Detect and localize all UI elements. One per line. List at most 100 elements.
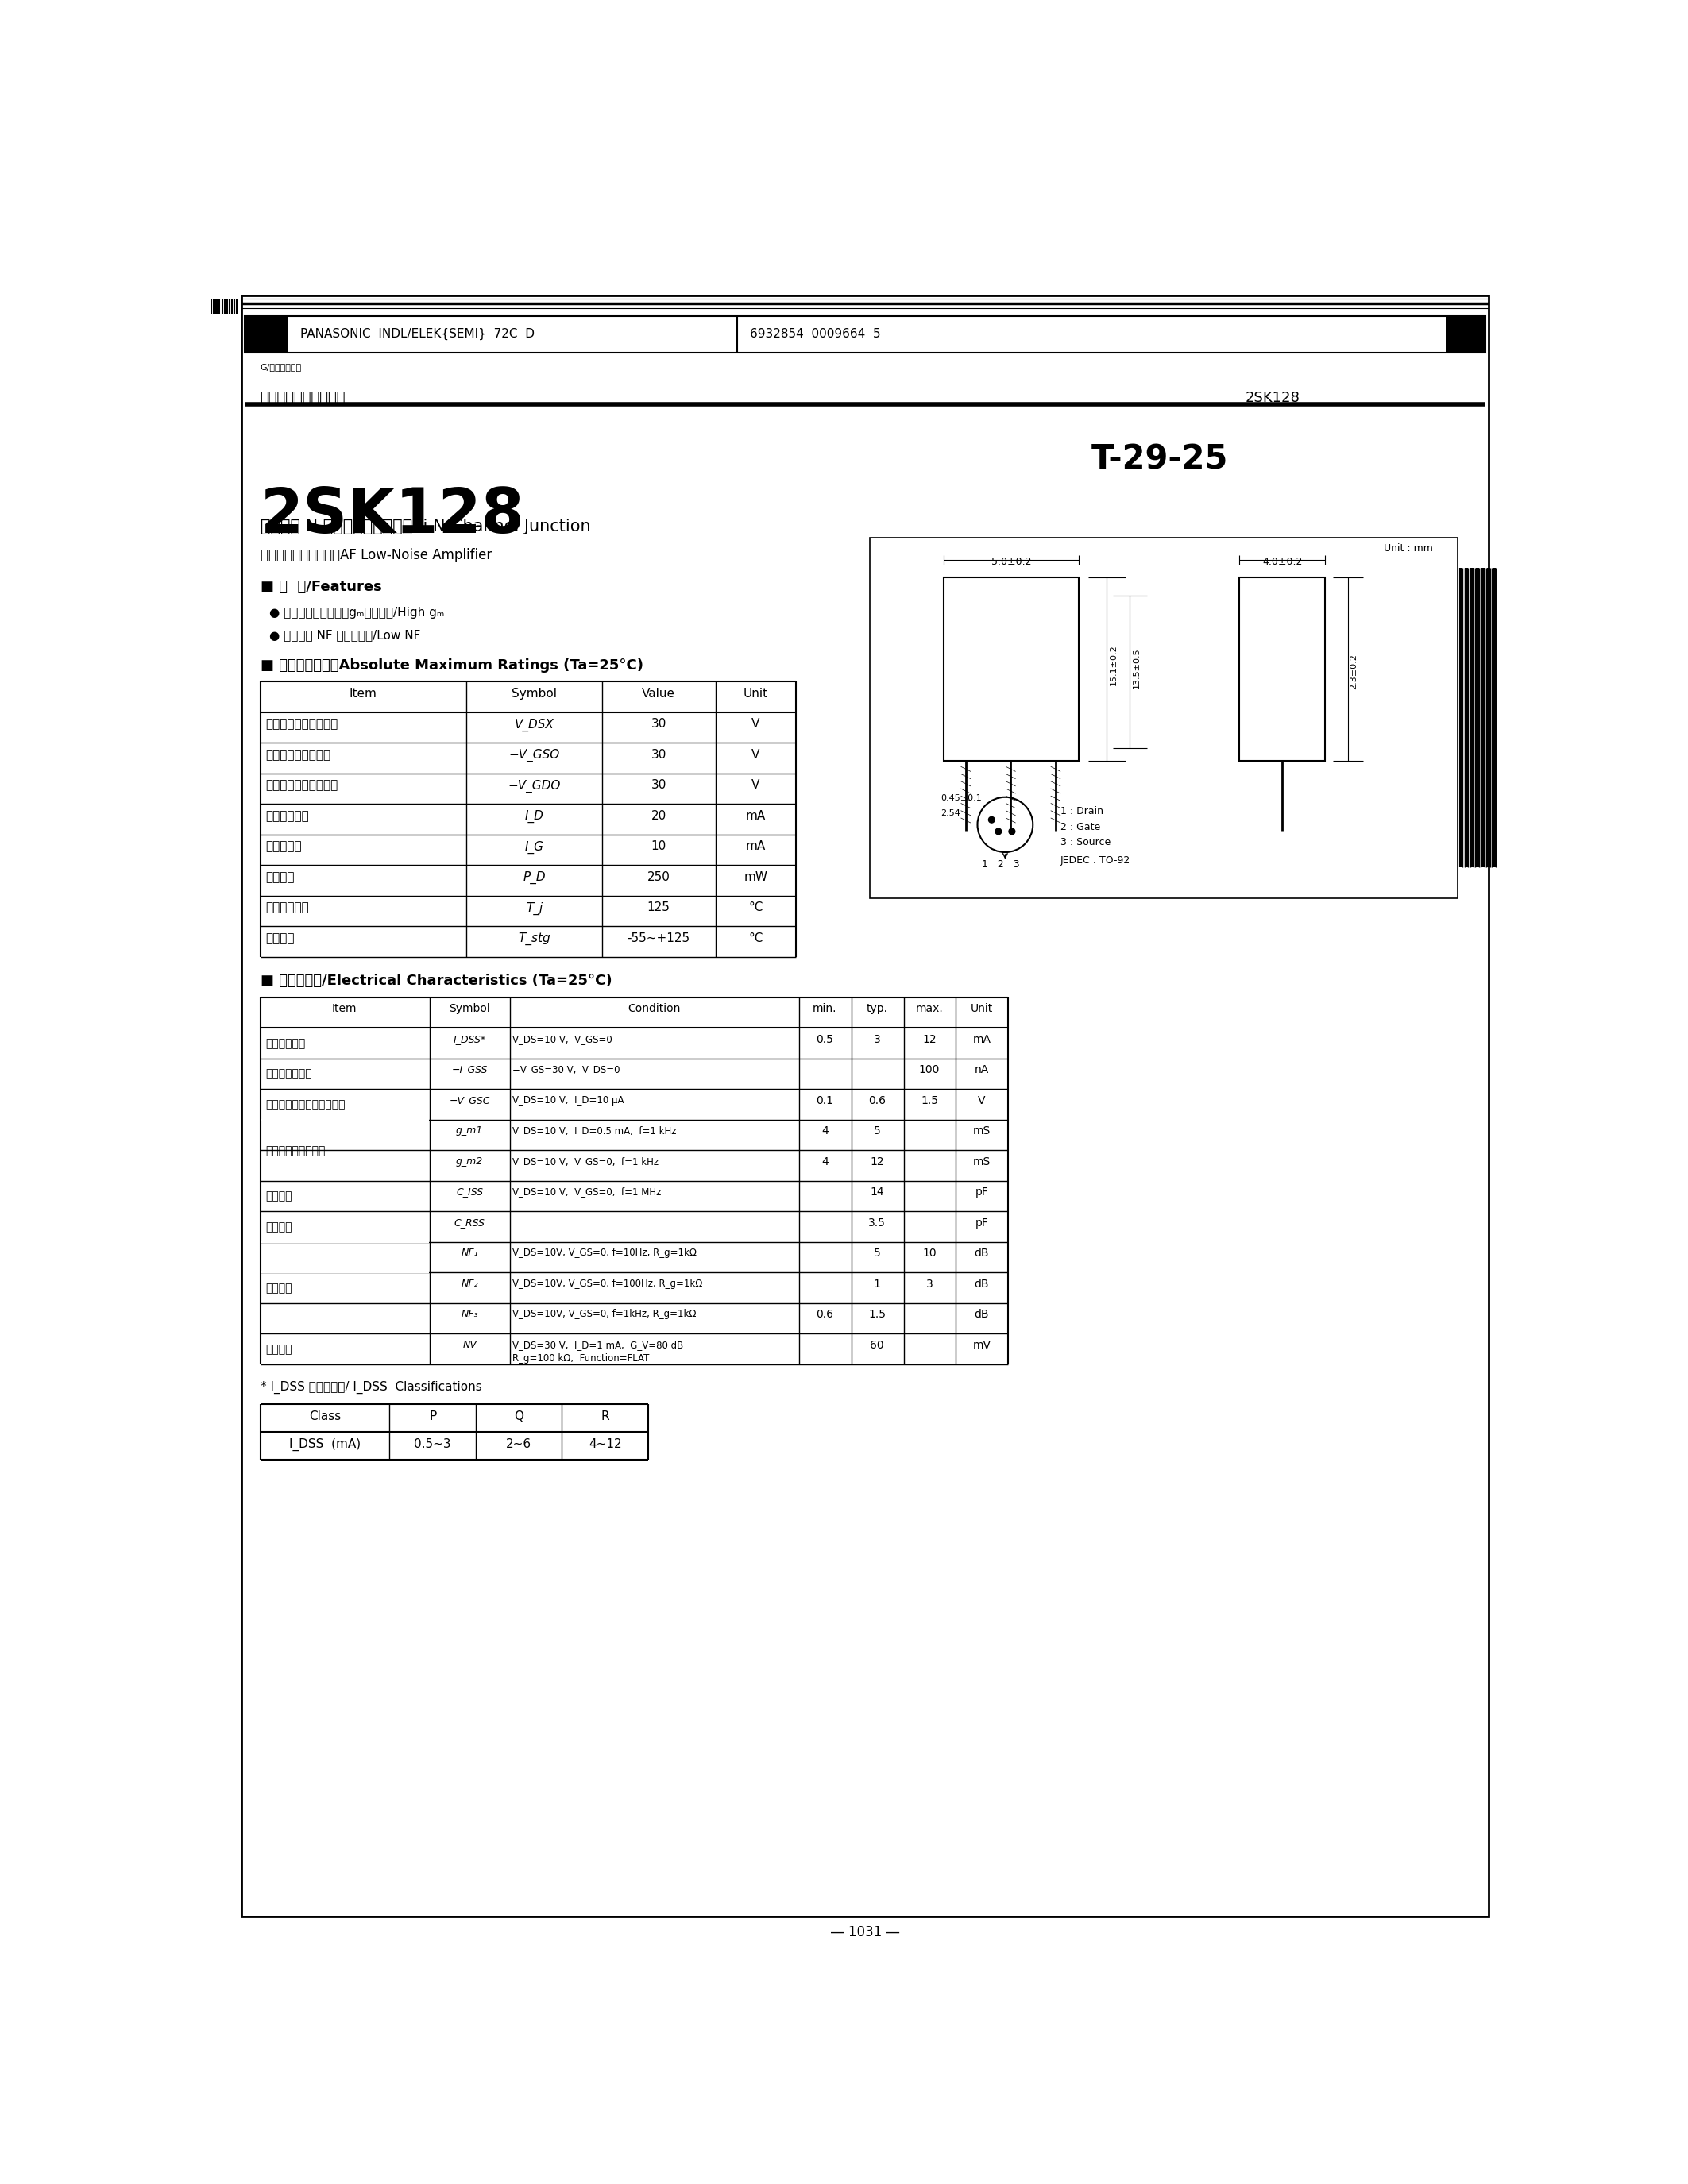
Text: G/ちであ・・・: G/ちであ・・・	[260, 363, 302, 371]
Text: V_DS=10 V,  I_D=0.5 mA,  f=1 kHz: V_DS=10 V, I_D=0.5 mA, f=1 kHz	[513, 1125, 677, 1136]
Text: V: V	[751, 780, 760, 791]
Text: 2.54: 2.54	[940, 810, 960, 817]
Circle shape	[989, 817, 994, 823]
Text: ● 相互コンダクタンスgₘが高い。/High gₘ: ● 相互コンダクタンスgₘが高い。/High gₘ	[270, 607, 444, 618]
Text: V_DS=30 V,  I_D=1 mA,  G_V=80 dB: V_DS=30 V, I_D=1 mA, G_V=80 dB	[513, 1339, 684, 1350]
Text: NV: NV	[463, 1339, 476, 1350]
Text: 30: 30	[652, 719, 667, 729]
Text: Unit : mm: Unit : mm	[1384, 544, 1433, 555]
Text: * I_DSS ランク分類/ I_DSS  Classifications: * I_DSS ランク分類/ I_DSS Classifications	[260, 1380, 481, 1393]
Text: 4.0±0.2: 4.0±0.2	[1263, 557, 1301, 568]
Text: 60: 60	[869, 1339, 885, 1350]
Text: 相互コンダクタンス: 相互コンダクタンス	[265, 1144, 326, 1155]
Text: Q: Q	[515, 1411, 523, 1422]
Text: mW: mW	[744, 871, 768, 882]
Text: 2SK128: 2SK128	[260, 485, 525, 546]
Text: ゲートしゃ電流: ゲートしゃ電流	[265, 1068, 312, 1079]
Text: 1.5: 1.5	[920, 1094, 939, 1105]
Text: 0.6: 0.6	[868, 1094, 886, 1105]
Text: 3.5: 3.5	[868, 1216, 886, 1227]
Text: mS: mS	[972, 1155, 991, 1166]
Text: −V_GSC: −V_GSC	[449, 1094, 490, 1105]
Text: 雑音電圧: 雑音電圧	[265, 1343, 292, 1354]
Text: 0.45±0.1: 0.45±0.1	[940, 795, 982, 802]
Text: −V_GDO: −V_GDO	[508, 780, 560, 793]
Text: 4: 4	[822, 1155, 829, 1166]
Text: I_DSS*: I_DSS*	[452, 1033, 486, 1044]
Text: C_RSS: C_RSS	[454, 1216, 484, 1227]
Text: Symbol: Symbol	[511, 688, 557, 699]
Text: 20: 20	[652, 810, 667, 821]
Text: 雑音指数: 雑音指数	[265, 1282, 292, 1293]
Text: T-29-25: T-29-25	[1092, 443, 1229, 476]
Text: g_m1: g_m1	[456, 1125, 483, 1136]
Text: 1.5: 1.5	[868, 1308, 886, 1319]
Text: dB: dB	[974, 1308, 989, 1319]
Text: 保存温度: 保存温度	[265, 933, 294, 943]
Text: 3 : Source: 3 : Source	[1060, 836, 1111, 847]
Text: 250: 250	[647, 871, 670, 882]
Text: 100: 100	[918, 1064, 940, 1075]
Text: 0.1: 0.1	[815, 1094, 834, 1105]
Bar	[245, 317, 1485, 352]
Text: 入力容量: 入力容量	[265, 1190, 292, 1201]
Text: ゲート・ドレイン電圧: ゲート・ドレイン電圧	[265, 780, 338, 791]
Bar	[1239, 577, 1325, 760]
Text: dB: dB	[974, 1278, 989, 1289]
Text: V: V	[751, 749, 760, 760]
Text: V: V	[977, 1094, 986, 1105]
Text: 13.5±0.5: 13.5±0.5	[1133, 646, 1141, 688]
Text: mV: mV	[972, 1339, 991, 1350]
Text: 14: 14	[869, 1186, 885, 1197]
Text: V_DS=10 V,  V_GS=0: V_DS=10 V, V_GS=0	[513, 1033, 613, 1044]
Text: ● 雑音指数 NF が小さい。/Low NF: ● 雑音指数 NF が小さい。/Low NF	[270, 629, 420, 640]
Text: Unit: Unit	[743, 688, 768, 699]
Text: 3: 3	[927, 1278, 933, 1289]
Text: 10: 10	[922, 1247, 937, 1258]
Text: JEDEC : TO-92: JEDEC : TO-92	[1060, 856, 1131, 865]
Text: T_stg: T_stg	[518, 933, 550, 946]
Text: max.: max.	[915, 1002, 944, 1013]
Text: 5: 5	[874, 1125, 881, 1136]
Text: Condition: Condition	[628, 1002, 680, 1013]
Text: 1: 1	[874, 1278, 881, 1289]
Bar	[1445, 317, 1485, 352]
Text: ■ 電気的特性/Electrical Characteristics (Ta=25°C): ■ 電気的特性/Electrical Characteristics (Ta=2…	[260, 974, 611, 987]
Text: 4~12: 4~12	[589, 1437, 621, 1450]
Text: Symbol: Symbol	[449, 1002, 490, 1013]
Text: 0.5: 0.5	[815, 1033, 834, 1044]
Text: pF: pF	[976, 1216, 989, 1227]
Text: I_DSS  (mA): I_DSS (mA)	[289, 1437, 361, 1450]
Text: ゲート・ソース電圧: ゲート・ソース電圧	[265, 749, 331, 760]
Text: C_ISS: C_ISS	[456, 1186, 483, 1197]
Text: 0.5~3: 0.5~3	[414, 1437, 451, 1450]
Text: P: P	[429, 1411, 436, 1422]
Text: 12: 12	[922, 1033, 937, 1044]
Text: 12: 12	[869, 1155, 885, 1166]
Text: pF: pF	[976, 1186, 989, 1197]
Text: V_DS=10V, V_GS=0, f=1kHz, R_g=1kΩ: V_DS=10V, V_GS=0, f=1kHz, R_g=1kΩ	[513, 1308, 697, 1319]
Text: °C: °C	[748, 933, 763, 943]
Bar	[245, 317, 289, 352]
Text: mA: mA	[746, 841, 766, 852]
Circle shape	[1009, 828, 1014, 834]
Text: 動作周囲温度: 動作周囲温度	[265, 902, 309, 913]
Text: °C: °C	[748, 902, 763, 913]
Text: −V_GSO: −V_GSO	[508, 749, 560, 762]
Text: 30: 30	[652, 749, 667, 760]
Text: min.: min.	[812, 1002, 837, 1013]
Text: 0.6: 0.6	[815, 1308, 834, 1319]
Text: mA: mA	[746, 810, 766, 821]
Text: g_m2: g_m2	[456, 1155, 483, 1166]
Text: Unit: Unit	[971, 1002, 993, 1013]
Text: 2~6: 2~6	[506, 1437, 532, 1450]
Text: ゲート・ソースしゃ断電圧: ゲート・ソースしゃ断電圧	[265, 1099, 344, 1109]
Text: T_j: T_j	[525, 902, 542, 915]
Text: 電界効果トランジスタ: 電界効果トランジスタ	[260, 391, 346, 404]
Text: PANASONIC  INDL/ELEK{SEMI}  72C  D: PANASONIC INDL/ELEK{SEMI} 72C D	[300, 328, 535, 341]
Text: V_DS=10 V,  I_D=10 μA: V_DS=10 V, I_D=10 μA	[513, 1094, 625, 1105]
Text: ゲート電流: ゲート電流	[265, 841, 302, 852]
Text: -55~+125: -55~+125	[628, 933, 690, 943]
Bar	[869, 537, 1458, 898]
Text: −V_GS=30 V,  V_DS=0: −V_GS=30 V, V_DS=0	[513, 1064, 619, 1075]
